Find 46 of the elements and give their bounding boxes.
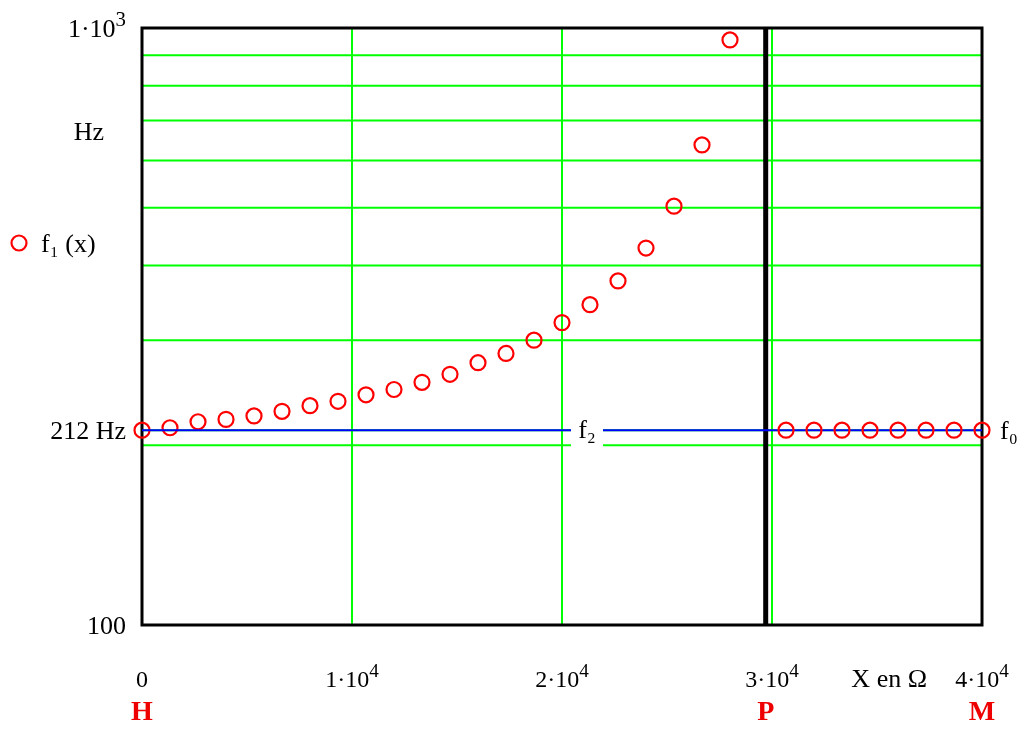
- point: [637, 239, 655, 257]
- point: [553, 314, 571, 332]
- point: [665, 197, 683, 215]
- point: [609, 272, 627, 290]
- point: [357, 386, 375, 404]
- y-tick-label: 100: [87, 611, 126, 640]
- legend-label: f₁ (x): [41, 229, 96, 258]
- point: [581, 296, 599, 314]
- y-axis-title: Hz: [73, 117, 104, 146]
- point: [777, 421, 795, 439]
- point: [973, 421, 991, 439]
- point: [721, 31, 739, 49]
- point: [441, 365, 459, 383]
- x-axis-title: X en Ω: [851, 664, 927, 693]
- point: [497, 344, 515, 363]
- x-tick-label: 4·10$^{4}$: [955, 659, 1010, 692]
- point: [301, 397, 319, 415]
- text: P: [757, 695, 775, 726]
- y-tick-label: 1·10$^{3}$: [67, 6, 126, 43]
- point: [861, 421, 879, 439]
- x-tick-label: 3·10$^{4}$: [745, 659, 800, 692]
- point: [917, 421, 935, 439]
- series-label: f₂: [578, 415, 596, 445]
- point: [217, 410, 235, 428]
- point: [133, 421, 151, 439]
- text: H: [131, 695, 154, 726]
- point: [329, 392, 347, 410]
- x-tick-label: 2·10$^{4}$: [535, 659, 590, 692]
- series-label: f₀: [1000, 416, 1018, 446]
- point: [469, 354, 487, 372]
- point: [385, 380, 403, 399]
- point: [945, 421, 963, 439]
- point: [889, 421, 907, 439]
- y-tick-label: 212 Hz: [50, 416, 126, 446]
- x-tick-label: 0: [136, 666, 148, 692]
- x-tick-label: 1·10$^{4}$: [325, 659, 380, 692]
- point: [245, 407, 263, 425]
- point: [805, 421, 823, 439]
- point: [693, 136, 711, 154]
- text: M: [968, 695, 996, 726]
- point: [525, 331, 543, 349]
- point: [189, 413, 207, 431]
- point: [273, 402, 291, 420]
- point: [833, 421, 851, 439]
- point: [413, 373, 431, 391]
- point: [161, 419, 179, 437]
